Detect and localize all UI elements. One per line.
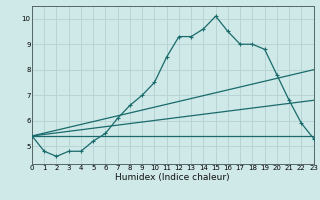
X-axis label: Humidex (Indice chaleur): Humidex (Indice chaleur)	[116, 173, 230, 182]
